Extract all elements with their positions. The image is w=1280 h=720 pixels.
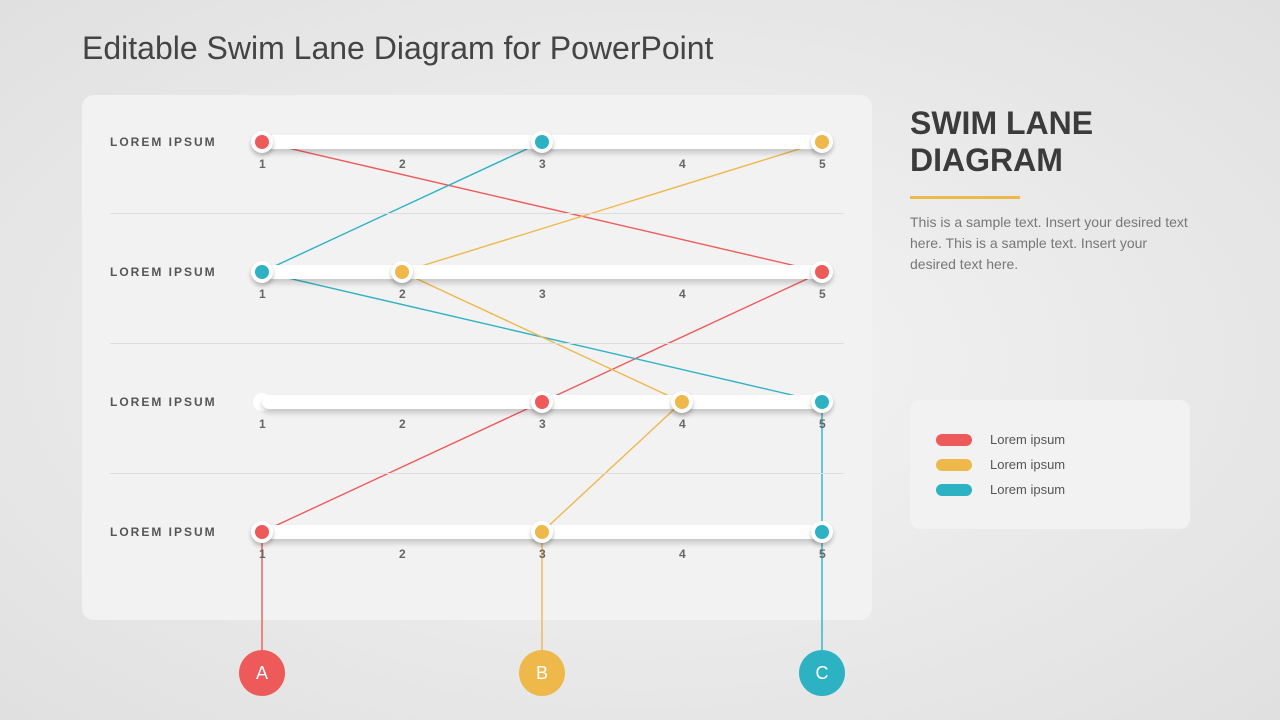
legend-pill — [936, 484, 972, 496]
tick-label: 2 — [399, 547, 406, 561]
tick-label: 5 — [819, 157, 826, 171]
lane-dot — [811, 521, 833, 543]
tick-label: 2 — [399, 157, 406, 171]
sidebar-underline — [910, 196, 1020, 199]
lane-dot — [391, 261, 413, 283]
connection-line — [542, 402, 682, 532]
lane-dot — [811, 261, 833, 283]
lane-dot — [251, 261, 273, 283]
lane-dot — [811, 131, 833, 153]
lane-track — [262, 265, 822, 279]
lane-dot-fill — [535, 135, 549, 149]
tick-label: 1 — [259, 287, 266, 301]
sidebar-title-line2: DIAGRAM — [910, 142, 1093, 179]
tick-label: 3 — [539, 287, 546, 301]
tick-label: 3 — [539, 547, 546, 561]
lane-dot-fill — [675, 395, 689, 409]
lane-dot — [531, 131, 553, 153]
legend-label: Lorem ipsum — [990, 482, 1065, 497]
lane-dot-fill — [255, 265, 269, 279]
lane-dot-fill — [255, 525, 269, 539]
tick-label: 4 — [679, 417, 686, 431]
lane-dot-fill — [815, 395, 829, 409]
legend-pill — [936, 459, 972, 471]
terminal-circle: C — [799, 650, 845, 696]
lane-dot-fill — [255, 135, 269, 149]
terminal-circle: A — [239, 650, 285, 696]
connection-line — [402, 142, 822, 272]
legend-row: Lorem ipsum — [936, 482, 1164, 497]
legend-row: Lorem ipsum — [936, 457, 1164, 472]
legend-box: Lorem ipsum Lorem ipsum Lorem ipsum — [910, 400, 1190, 529]
legend-label: Lorem ipsum — [990, 432, 1065, 447]
lane-label: LOREM IPSUM — [110, 525, 217, 539]
lane-dot — [251, 131, 273, 153]
lane-dot-fill — [395, 265, 409, 279]
lane-separator — [110, 213, 844, 214]
tick-label: 1 — [259, 417, 266, 431]
lane-dot — [531, 521, 553, 543]
lane-dot-fill — [815, 265, 829, 279]
lane-label: LOREM IPSUM — [110, 395, 217, 409]
sidebar-description: This is a sample text. Insert your desir… — [910, 212, 1190, 275]
lane-dot — [671, 391, 693, 413]
legend-pill — [936, 434, 972, 446]
lane-dot — [811, 391, 833, 413]
lane-dot — [531, 391, 553, 413]
lane-dot — [251, 521, 273, 543]
tick-label: 2 — [399, 417, 406, 431]
lane-label: LOREM IPSUM — [110, 265, 217, 279]
sidebar-title-line1: SWIM LANE — [910, 105, 1093, 142]
lane-dot-fill — [815, 525, 829, 539]
legend-row: Lorem ipsum — [936, 432, 1164, 447]
tick-label: 5 — [819, 287, 826, 301]
lane-dot-fill — [535, 525, 549, 539]
lane-separator — [110, 473, 844, 474]
tick-label: 4 — [679, 157, 686, 171]
lane-dot-fill — [535, 395, 549, 409]
lane-separator — [110, 343, 844, 344]
legend-label: Lorem ipsum — [990, 457, 1065, 472]
tick-label: 5 — [819, 417, 826, 431]
tick-label: 3 — [539, 417, 546, 431]
lane-label: LOREM IPSUM — [110, 135, 217, 149]
tick-label: 4 — [679, 547, 686, 561]
tick-label: 4 — [679, 287, 686, 301]
tick-label: 1 — [259, 547, 266, 561]
lane-dot-fill — [815, 135, 829, 149]
tick-label: 2 — [399, 287, 406, 301]
diagram-panel: LOREM IPSUM 1 2 3 4 5 LOREM IPSUM 1 2 3 4 5 LOREM IP… — [82, 95, 872, 620]
sidebar-title: SWIM LANE DIAGRAM — [910, 105, 1093, 179]
page-title: Editable Swim Lane Diagram for PowerPoin… — [82, 30, 713, 67]
terminal-circle: B — [519, 650, 565, 696]
tick-label: 1 — [259, 157, 266, 171]
tick-label: 3 — [539, 157, 546, 171]
tick-label: 5 — [819, 547, 826, 561]
